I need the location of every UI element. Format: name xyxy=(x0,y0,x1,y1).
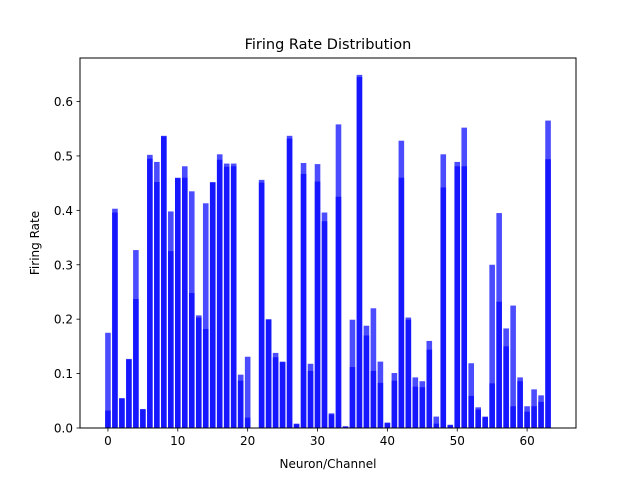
bar-series2-14 xyxy=(202,328,209,428)
bar-series2-19 xyxy=(237,380,244,428)
bar-series2-52 xyxy=(468,395,475,428)
bar-series2-23 xyxy=(265,319,272,428)
x-tick-label-0: 0 xyxy=(104,434,112,448)
bar-series2-60 xyxy=(524,411,530,428)
bar-series2-62 xyxy=(538,401,544,428)
y-tick-label-0.6: 0.6 xyxy=(54,95,73,109)
y-tick-label-0.0: 0.0 xyxy=(54,422,73,436)
bar-series2-7 xyxy=(154,182,160,428)
bar-series2-47 xyxy=(433,423,440,428)
x-tick-label-30: 30 xyxy=(310,434,325,448)
bar-series2-26 xyxy=(286,138,293,428)
bar-series2-39 xyxy=(377,382,384,428)
bar-series2-49 xyxy=(447,425,454,428)
bar-series2-0 xyxy=(105,410,111,428)
y-tick-label-0.2: 0.2 xyxy=(54,313,73,327)
bar-series2-50 xyxy=(454,166,461,428)
bar-series2-41 xyxy=(391,380,398,428)
bar-series2-31 xyxy=(321,221,328,428)
bar-series1-14 xyxy=(202,203,209,428)
bar-series2-35 xyxy=(349,367,356,428)
bar-series2-44 xyxy=(412,386,419,428)
bar-series2-9 xyxy=(168,251,174,428)
bars-layer xyxy=(105,74,551,429)
chart-title: Firing Rate Distribution xyxy=(245,37,412,53)
bar-series2-40 xyxy=(384,423,391,428)
bar-series2-12 xyxy=(188,293,195,428)
y-tick-label-0.4: 0.4 xyxy=(54,204,73,218)
bar-series2-18 xyxy=(230,166,237,428)
bar-series2-6 xyxy=(147,158,153,428)
bar-series2-58 xyxy=(510,406,516,428)
bar-series2-10 xyxy=(175,178,181,428)
x-tick-label-20: 20 xyxy=(240,434,255,448)
bar-series2-56 xyxy=(496,301,502,428)
bar-series2-38 xyxy=(370,370,377,428)
bar-series2-36 xyxy=(356,77,363,428)
bar-series2-4 xyxy=(133,299,139,428)
bar-series1-52 xyxy=(468,363,475,428)
bar-series2-3 xyxy=(126,359,132,428)
bar-series1-0 xyxy=(105,332,111,428)
bar-series2-43 xyxy=(405,319,412,428)
bar-series2-54 xyxy=(482,417,488,428)
bar-series2-45 xyxy=(419,387,426,428)
x-tick-label-10: 10 xyxy=(170,434,185,448)
bar-series2-53 xyxy=(475,409,481,428)
bar-series2-15 xyxy=(209,182,216,428)
bar-series2-42 xyxy=(398,177,405,428)
x-tick-label-40: 40 xyxy=(380,434,395,448)
bar-series2-1 xyxy=(112,212,118,428)
plot-frame xyxy=(79,57,577,429)
bar-series2-29 xyxy=(307,370,314,428)
bar-series2-20 xyxy=(244,417,251,428)
bar-series2-8 xyxy=(161,136,167,428)
bar-series2-2 xyxy=(119,398,125,428)
bar-series2-28 xyxy=(300,173,307,428)
x-tick-label-50: 50 xyxy=(450,434,465,448)
bar-series2-55 xyxy=(489,383,495,428)
bar-series2-5 xyxy=(140,409,146,428)
bar-series2-11 xyxy=(181,177,188,428)
y-axis: 0.0 0.1 0.2 0.3 0.4 0.5 0.6 xyxy=(54,95,80,436)
y-tick-label-0.1: 0.1 xyxy=(54,367,73,381)
x-tick-label-60: 60 xyxy=(519,434,534,448)
bar-series2-30 xyxy=(314,181,321,428)
bar-series2-48 xyxy=(440,187,447,428)
x-axis-label: Neuron/Channel xyxy=(280,457,377,471)
bar-series2-17 xyxy=(223,166,230,428)
bar-series2-37 xyxy=(363,335,370,428)
y-tick-label-0.5: 0.5 xyxy=(54,149,73,163)
bar-series2-46 xyxy=(426,349,433,428)
bar-series2-16 xyxy=(216,159,223,428)
bar-series1-47 xyxy=(433,416,440,428)
bar-series2-57 xyxy=(503,346,509,428)
bar-series2-24 xyxy=(272,357,279,428)
bar-series2-63 xyxy=(545,159,551,428)
bar-series2-59 xyxy=(517,381,523,428)
y-axis-label: Firing Rate xyxy=(28,211,42,275)
bar-series2-51 xyxy=(461,166,468,428)
bar-series2-27 xyxy=(293,424,300,428)
bar-series1-55 xyxy=(489,264,495,428)
bar-series2-61 xyxy=(531,406,537,428)
bar-series2-22 xyxy=(258,182,265,428)
y-tick-label-0.3: 0.3 xyxy=(54,258,73,272)
bar-series2-33 xyxy=(335,196,342,428)
bar-series1-20 xyxy=(244,356,251,428)
bar-series2-13 xyxy=(195,317,202,428)
x-axis: 0 10 20 30 40 50 60 xyxy=(104,428,535,448)
bar-series2-34 xyxy=(342,426,349,428)
bar-series2-25 xyxy=(279,362,286,428)
bar-series2-32 xyxy=(328,414,335,428)
bar-series1-58 xyxy=(510,305,516,428)
bar-series1-38 xyxy=(370,308,377,428)
